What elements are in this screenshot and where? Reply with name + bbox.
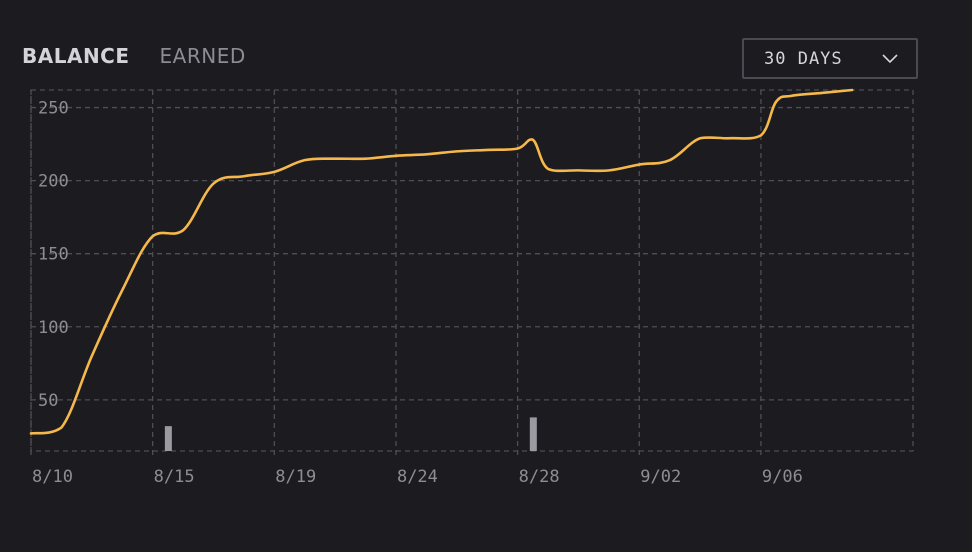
x-tick-label: 8/10 [32, 467, 73, 487]
y-tick-label: 100 [38, 318, 69, 338]
x-tick-label: 8/19 [275, 467, 316, 487]
chart-bars [164, 417, 537, 451]
y-tick-label: 150 [38, 245, 69, 265]
time-range-value: 30 DAYS [764, 48, 843, 69]
plot-border [30, 89, 914, 452]
x-axis-labels: 8/10 8/15 8/19 8/24 8/28 9/02 9/06 [32, 467, 803, 487]
x-tick-label: 8/15 [154, 467, 195, 487]
tab-balance[interactable]: BALANCE [22, 44, 130, 68]
chart-grid [30, 89, 914, 459]
chart-bar [164, 426, 172, 451]
balance-line [29, 88, 854, 435]
chart-bar [529, 417, 537, 451]
y-tick-label: 250 [38, 99, 69, 119]
x-tick-label: 8/28 [519, 467, 560, 487]
y-tick-label: 200 [38, 172, 69, 192]
chevron-down-icon [882, 53, 898, 63]
chart-line [29, 88, 854, 435]
y-tick-label: 50 [38, 391, 58, 411]
balance-tabs: BALANCE EARNED [22, 44, 246, 68]
x-tick-label: 9/06 [762, 467, 803, 487]
x-tick-label: 8/24 [397, 467, 438, 487]
y-axis-labels: 50 100 150 200 250 [38, 99, 69, 411]
tab-earned[interactable]: EARNED [159, 44, 246, 68]
time-range-select[interactable]: 30 DAYS [742, 38, 918, 79]
x-tick-label: 9/02 [640, 467, 681, 487]
